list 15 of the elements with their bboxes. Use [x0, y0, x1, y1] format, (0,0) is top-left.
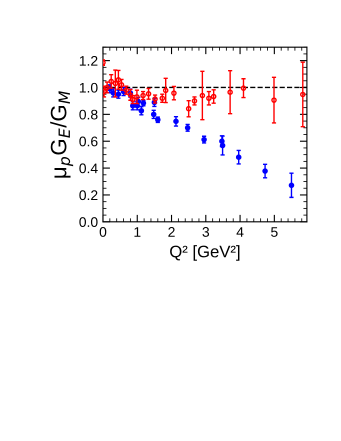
- y-tick-label: 0.6: [79, 136, 98, 146]
- x-axis-title: Q² [GeV²]: [170, 245, 240, 261]
- x-tick-label: 3: [202, 227, 210, 237]
- y-axis-title: μ$_{p}$G$_{E}$/G$_{M}$: [50, 91, 74, 178]
- x-tick-label: 1: [134, 227, 140, 237]
- y-tick-label: 1.2: [80, 56, 98, 66]
- y-tick-label: 0.4: [79, 163, 98, 174]
- x-tick-label: 4: [236, 227, 244, 237]
- y-tick-label: 0.0: [79, 217, 98, 227]
- x-tick-label: 2: [168, 227, 175, 237]
- x-tick-label: 5: [271, 227, 278, 237]
- x-tick-label: 0: [100, 227, 106, 237]
- y-tick-label: 0.8: [79, 110, 98, 120]
- y-tick-label: 0.2: [79, 190, 98, 200]
- y-tick-label: 1.0: [80, 82, 98, 93]
